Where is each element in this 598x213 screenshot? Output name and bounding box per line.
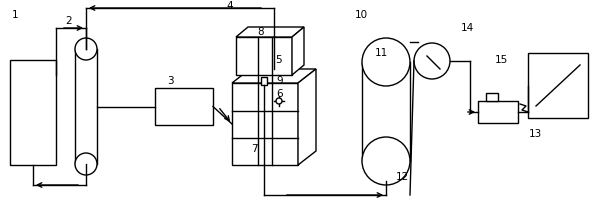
Text: 13: 13 xyxy=(529,129,542,139)
Text: 7: 7 xyxy=(251,144,258,154)
Text: 1: 1 xyxy=(11,10,19,20)
Polygon shape xyxy=(298,69,316,165)
Text: 10: 10 xyxy=(355,10,368,20)
Bar xyxy=(528,53,588,118)
Ellipse shape xyxy=(362,137,410,185)
Bar xyxy=(232,83,298,165)
Ellipse shape xyxy=(362,38,410,86)
Text: 6: 6 xyxy=(276,89,283,99)
Text: 5: 5 xyxy=(274,55,282,65)
Bar xyxy=(261,77,267,85)
Text: 3: 3 xyxy=(167,76,174,86)
Text: 4: 4 xyxy=(227,1,234,11)
Ellipse shape xyxy=(75,38,97,60)
Bar xyxy=(486,93,498,101)
Text: 2: 2 xyxy=(65,16,72,26)
Polygon shape xyxy=(232,69,316,83)
Polygon shape xyxy=(292,27,304,75)
Circle shape xyxy=(276,98,282,104)
Polygon shape xyxy=(236,27,304,37)
Text: 15: 15 xyxy=(495,55,508,65)
Bar xyxy=(478,101,518,123)
Text: 14: 14 xyxy=(461,23,474,33)
Text: 9: 9 xyxy=(276,76,283,86)
Text: 12: 12 xyxy=(396,172,409,182)
Text: 11: 11 xyxy=(375,48,388,58)
Bar xyxy=(155,88,213,125)
Text: 8: 8 xyxy=(257,27,264,37)
Ellipse shape xyxy=(75,153,97,175)
Circle shape xyxy=(414,43,450,79)
Bar xyxy=(10,60,56,165)
Bar xyxy=(236,37,292,75)
